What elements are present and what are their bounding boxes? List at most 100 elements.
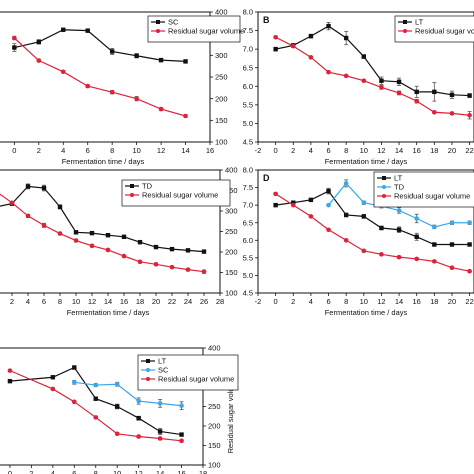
legend-entry: LT: [158, 357, 167, 366]
data-point: [105, 232, 111, 238]
x-tick-label: 4: [309, 297, 313, 306]
x-tick-label: 26: [200, 297, 208, 306]
data-point: [414, 89, 419, 95]
data-point: [343, 35, 349, 41]
legend-marker: [156, 29, 160, 33]
legend-entry: Residual sugar volume: [142, 191, 218, 200]
data-point: [109, 49, 115, 54]
y-tick-label: 7.0: [243, 201, 253, 210]
data-point: [396, 254, 402, 260]
series-line-td: [0, 185, 205, 253]
data-point: [50, 386, 56, 392]
x-tick-label: -2: [255, 297, 262, 306]
data-point: [379, 252, 384, 257]
data-point: [449, 111, 455, 116]
y-tick-label: 5.0: [243, 119, 253, 128]
x-axis-title: Fermentation time / days: [62, 157, 145, 166]
x-tick-label: 10: [113, 469, 121, 474]
legend-marker: [403, 29, 407, 33]
chart-panel-b: -2 0 2 4 6 8 10 12 14 16 18 20 22 Fermentation time /…: [243, 8, 474, 166]
legend-entry: TD: [394, 183, 405, 192]
data-point: [93, 382, 99, 388]
legend-marker: [382, 194, 386, 198]
series-line-lt: [9, 366, 182, 436]
y-tick-label: 4.5: [243, 138, 253, 147]
x-tick-label: 12: [377, 146, 385, 155]
data-point: [71, 380, 77, 385]
y-right-tick-label: 400: [215, 8, 228, 17]
series-line-sc: [74, 381, 182, 407]
series-line-residual-sugar-volume: [275, 36, 470, 116]
data-point: [343, 237, 349, 243]
data-point: [396, 227, 402, 232]
series-line-lt: [275, 190, 470, 246]
data-point: [343, 181, 349, 186]
data-point: [414, 98, 419, 104]
y-tick-label: 5.0: [243, 271, 253, 280]
data-point: [36, 58, 42, 63]
data-point: [25, 213, 31, 219]
y-right-tick-label: 300: [225, 207, 238, 216]
y-right-tick-label: 200: [215, 94, 228, 103]
data-point: [89, 230, 95, 236]
x-tick-label: 6: [326, 297, 330, 306]
x-tick-label: -2: [255, 146, 262, 155]
x-tick-label: 14: [156, 469, 164, 474]
y-tick-label: 6.5: [243, 63, 253, 72]
data-point: [158, 57, 164, 63]
data-point: [467, 112, 472, 118]
data-point: [9, 200, 15, 206]
x-tick-label: 6: [42, 297, 46, 306]
x-tick-label: 2: [291, 146, 295, 155]
data-point: [183, 113, 188, 119]
legend-marker: [146, 377, 150, 381]
series-line-sc: [14, 29, 186, 62]
data-point: [273, 202, 278, 208]
data-point: [50, 375, 56, 380]
data-point: [60, 69, 66, 75]
plot-frame: [257, 11, 474, 143]
y-right-tick-label: 150: [208, 441, 221, 450]
y-right-axis-title: Residual sugar volume (g/L): [226, 359, 235, 453]
data-point: [89, 243, 95, 249]
x-axis-title: Fermentation time / days: [325, 308, 408, 317]
y-right-tick-label: 100: [225, 289, 238, 298]
data-point: [449, 220, 455, 226]
legend-marker: [146, 359, 150, 363]
data-point: [396, 90, 402, 96]
data-point: [25, 184, 31, 189]
x-tick-label: 24: [184, 297, 192, 306]
y-right-tick-label: 300: [215, 51, 228, 60]
x-tick-label: 14: [395, 146, 403, 155]
x-tick-label: 10: [72, 297, 80, 306]
y-right-tick-label: 200: [225, 248, 238, 257]
data-point: [449, 265, 455, 270]
y-right-tick-label: 400: [208, 344, 221, 353]
y-tick-label: 4.5: [243, 289, 253, 298]
x-tick-label: 8: [94, 469, 98, 474]
x-tick-label: 6: [326, 146, 330, 155]
y-tick-label: 5.5: [243, 100, 253, 109]
data-point: [157, 401, 163, 406]
series-line-residual-sugar-volume: [0, 193, 205, 273]
data-point: [467, 220, 472, 226]
data-point: [183, 59, 188, 64]
data-point: [136, 416, 141, 421]
data-point: [432, 224, 437, 230]
data-point: [273, 34, 278, 40]
data-point: [396, 208, 402, 213]
x-tick-label: 2: [29, 469, 33, 474]
data-point: [105, 247, 111, 253]
legend-marker: [156, 20, 160, 24]
data-point: [185, 267, 191, 272]
chart-panel-d: -2 0 2 4 6 8 10 12 14 16 18 20 22 Fermentation time /…: [243, 166, 474, 317]
x-tick-label: 12: [134, 469, 142, 474]
chart-panel-e: 024681012141618Fermentation time / days1…: [0, 344, 239, 474]
data-point: [41, 223, 47, 228]
data-point: [379, 85, 384, 90]
legend-box: [121, 179, 231, 207]
data-point: [114, 381, 120, 387]
